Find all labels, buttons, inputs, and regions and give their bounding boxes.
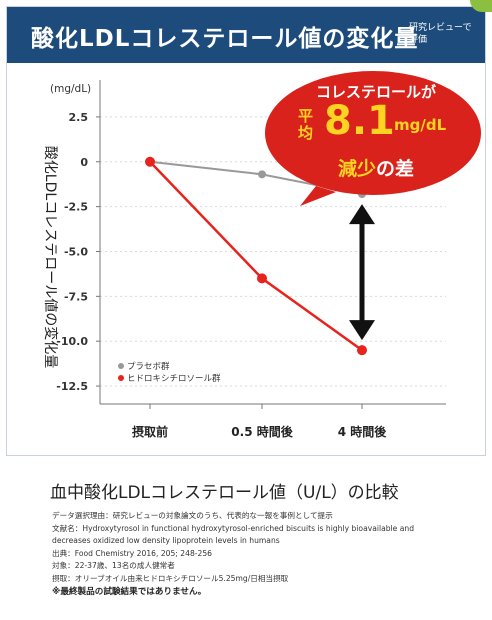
x-tick-label: 4 時間後	[338, 424, 388, 439]
title-bar: 酸化LDLコレステロール値の変化量 研究レビューで評価	[7, 7, 485, 63]
legend-marker	[118, 363, 124, 369]
data-point	[357, 345, 367, 356]
note-line: 対象：22-37歳、13名の成人健常者	[52, 561, 175, 570]
title-note: 研究レビューで評価	[409, 23, 472, 45]
legend-label: プラセボ群	[127, 361, 170, 372]
callout-bubble	[265, 71, 481, 206]
study-notes: データ選択理由：研究レビューの対象論文のうち、代表的な一報を事例として提示 文献…	[52, 510, 482, 599]
y-tick-label: -10.0	[56, 335, 88, 348]
y-tick-label: 2.5	[69, 111, 89, 124]
chart-title: 酸化LDLコレステロール値の変化量	[31, 26, 419, 52]
note-line: 摂取：オリーブオイル由来ヒドロキシチロソール5.25mg/日相当摂取	[52, 573, 289, 583]
data-point	[257, 273, 267, 284]
note-line: 文献名：Hydroxytyrosol in functional hydroxy…	[52, 523, 415, 533]
series-line-1	[149, 160, 363, 352]
y-tick-label: -7.5	[64, 290, 88, 303]
arrow-head-up	[349, 204, 375, 225]
note-line: 出典：Food Chemistry 2016, 205; 248-256	[52, 548, 213, 558]
arrow-head-down	[349, 320, 375, 341]
y-tick-label: 0	[80, 156, 88, 169]
difference-arrow	[349, 204, 375, 341]
callout-shape	[265, 71, 481, 195]
callout-tail	[300, 186, 336, 206]
axis-layer: (mg/dL) 2.5 0 -2.5 -5.0 -7.5 -10.0 -12.5 摂取前 0.5 …	[42, 80, 446, 439]
x-tick-label: 摂取前	[132, 424, 168, 439]
legend-label: ヒドロキシチロソール群	[127, 373, 221, 384]
disclaimer: ※最終製品の試験結果ではありません。	[52, 587, 207, 597]
comparison-title: 血中酸化LDLコレステロール値（U/L）の比較	[50, 483, 399, 503]
y-axis-label: 酸化LDLコレステロール値の変化量	[42, 146, 59, 368]
series-layer	[149, 160, 363, 352]
data-point	[258, 170, 266, 179]
note-line: decreases oxidized low density lipoprote…	[52, 536, 280, 545]
data-point	[145, 156, 155, 167]
y-tick-label: -5.0	[64, 245, 88, 258]
x-tick-label: 0.5 時間後	[231, 424, 293, 439]
y-tick-label: -2.5	[64, 201, 88, 214]
note-line: データ選択理由：研究レビューの対象論文のうち、代表的な一報を事例として提示	[52, 511, 333, 520]
leaf-decoration	[470, 0, 492, 12]
y-unit-label: (mg/dL)	[50, 83, 91, 95]
y-tick-label: -12.5	[56, 380, 88, 393]
legend-marker	[118, 375, 124, 381]
